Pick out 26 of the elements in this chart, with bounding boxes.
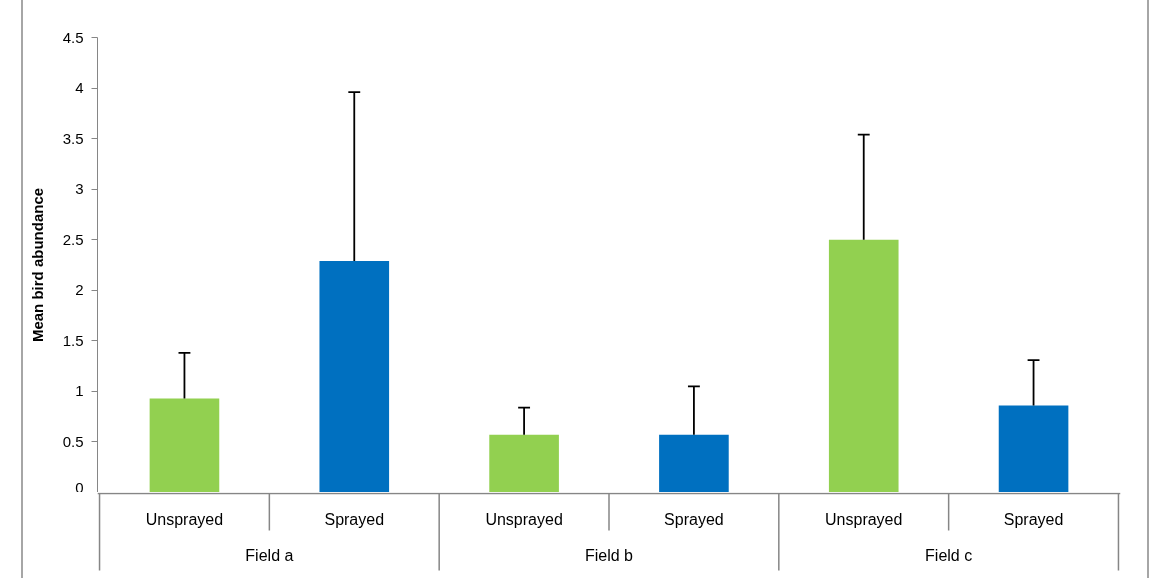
y-tick-label: 3 (75, 180, 84, 198)
x-tick-label: Field c (925, 547, 973, 564)
y-tick-label: 2.5 (62, 230, 84, 248)
text: Sprayed (1003, 511, 1064, 528)
y-axis-title: Mean bird abundance (28, 187, 46, 343)
x-tick-label: Field a (245, 547, 294, 564)
bar (149, 398, 220, 492)
y-tick-label: 0 (75, 478, 84, 496)
text: Unsprayed (485, 511, 563, 528)
bar (998, 405, 1069, 492)
bar (828, 239, 899, 492)
bar (319, 260, 390, 492)
y-tick-label: 4.5 (62, 28, 84, 46)
series-label: Unsprayed (145, 511, 224, 528)
y-tick-label: 1 (75, 382, 84, 400)
x-tick-label: Field b (584, 547, 634, 564)
y-tick-label: 4 (75, 79, 84, 97)
text: Sprayed (664, 511, 724, 528)
y-tick-label: 0.5 (62, 432, 84, 450)
bar (489, 434, 559, 492)
y-tick-label: 1.5 (62, 331, 84, 349)
y-tick-label: 3.5 (62, 129, 84, 147)
series-label: Sprayed (324, 511, 385, 528)
bar (659, 434, 729, 492)
text: Unsprayed (825, 511, 903, 528)
y-tick-label: 2 (75, 281, 84, 299)
